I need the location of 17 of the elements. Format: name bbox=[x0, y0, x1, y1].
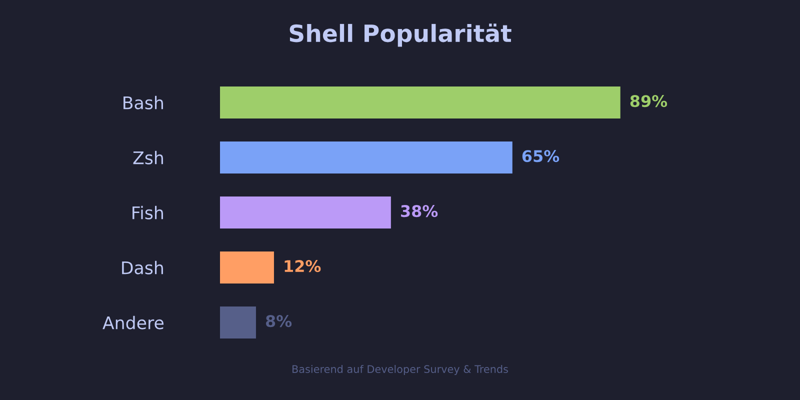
chart-title: Shell Popularität bbox=[290, 24, 512, 47]
data-label: 65% bbox=[522, 150, 560, 162]
data-label: 89% bbox=[630, 95, 668, 108]
data-label: 8% bbox=[266, 315, 292, 328]
y-tick-label: Bash bbox=[124, 96, 163, 110]
bar bbox=[220, 142, 512, 174]
y-tick-label: Zsh bbox=[133, 150, 163, 164]
y-tick-label: Dash bbox=[122, 260, 163, 274]
data-label: 12% bbox=[284, 260, 321, 272]
text: Basierend auf Developer Survey & Trends bbox=[292, 364, 508, 376]
bar bbox=[220, 306, 256, 338]
y-tick-label: Fish bbox=[132, 206, 163, 220]
y-tick-label: Andere bbox=[102, 316, 164, 330]
data-label: 38% bbox=[401, 205, 438, 218]
bar bbox=[220, 86, 620, 118]
bar bbox=[220, 252, 274, 284]
bar bbox=[220, 196, 391, 228]
